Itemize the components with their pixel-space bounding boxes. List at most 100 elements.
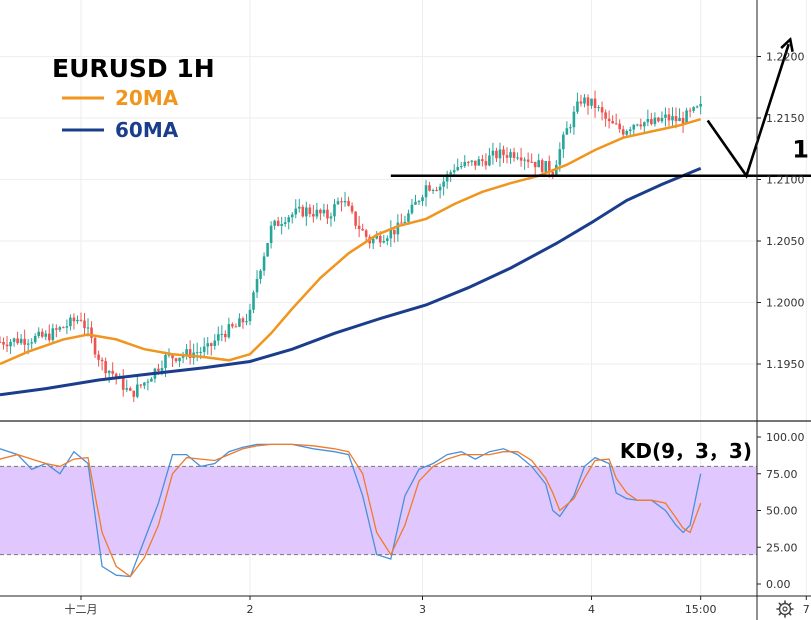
candle-body <box>93 337 97 355</box>
candle-body <box>565 128 569 135</box>
candle-body <box>643 122 646 127</box>
candle-body <box>65 326 69 328</box>
candle-body <box>23 338 26 345</box>
candle-body <box>79 319 83 321</box>
candle-body <box>157 368 160 371</box>
candle-body <box>562 134 565 150</box>
candle-body <box>326 209 329 219</box>
candle-body <box>688 110 692 112</box>
candle-body <box>97 354 100 360</box>
candle-body <box>125 388 129 390</box>
candle-body <box>512 152 516 158</box>
candle-body <box>386 238 389 241</box>
candle-body <box>646 119 650 123</box>
candle-body <box>343 200 347 203</box>
time-axis[interactable]: 十二月 2 3 4 15:00 7 <box>64 596 810 616</box>
candle-body <box>551 171 555 175</box>
candle-body <box>354 211 357 226</box>
candle-body <box>424 185 428 198</box>
time-tick-label: 7 <box>803 603 810 616</box>
candle-body <box>44 333 48 337</box>
candle-body <box>618 123 621 130</box>
candle-body <box>33 335 37 343</box>
candle-body <box>438 186 442 191</box>
candle-body <box>382 240 386 243</box>
ma20-line <box>0 118 702 366</box>
candle-body <box>72 317 76 322</box>
candle-body <box>12 338 16 342</box>
candle-body <box>178 357 181 362</box>
candle-body <box>252 292 255 310</box>
candle-body <box>347 200 350 206</box>
candle-body <box>262 256 266 271</box>
candle-body <box>586 97 590 106</box>
candle-body <box>452 170 456 173</box>
candle-body <box>667 114 671 121</box>
candle-body <box>266 243 269 257</box>
candle-body <box>150 378 153 382</box>
candle-body <box>111 370 114 374</box>
candle-body <box>583 97 586 104</box>
candle-body <box>417 201 421 203</box>
candle-body <box>604 112 607 119</box>
candle-body <box>495 150 498 159</box>
candle-body <box>607 118 611 122</box>
candle-body <box>674 116 678 122</box>
candle-body <box>238 318 241 327</box>
candle-body <box>37 331 41 336</box>
candle-body <box>685 110 688 124</box>
candle-body <box>69 317 72 327</box>
candle-body <box>305 207 308 217</box>
price-tick-label: 1.2050 <box>766 235 805 248</box>
candle-body <box>572 111 576 128</box>
candle-body <box>410 204 414 214</box>
candle-body <box>628 129 632 132</box>
candle-body <box>378 235 382 243</box>
candle-body <box>174 358 178 362</box>
candle-body <box>322 209 326 214</box>
candle-body <box>442 181 445 187</box>
candle-body <box>502 149 505 156</box>
candle-body <box>241 318 245 323</box>
candle-body <box>202 346 206 352</box>
candle-body <box>114 373 118 377</box>
time-tick-label: 3 <box>419 603 426 616</box>
candle-body <box>459 166 463 168</box>
candle-body <box>389 229 393 239</box>
candle-body <box>340 201 343 203</box>
candle-body <box>301 206 305 217</box>
kd-band <box>0 466 757 555</box>
candle-body <box>505 155 509 158</box>
kd-tick-label: 75.00 <box>766 468 798 481</box>
candle-body <box>396 222 400 235</box>
price-tick-label: 1.2150 <box>766 112 805 125</box>
candle-body <box>160 367 164 371</box>
candle-body <box>600 107 604 113</box>
price-axis[interactable]: 1.2200 1.2150 1.2100 1.2050 1.2000 1.1950 <box>757 51 805 372</box>
candle-body <box>47 333 51 341</box>
kd-d-line <box>0 443 702 578</box>
candle-body <box>143 382 146 386</box>
candle-body <box>435 190 438 192</box>
candle-body <box>171 354 174 359</box>
candle-body <box>695 106 699 108</box>
candle-body <box>671 116 674 121</box>
candle-body <box>650 119 653 125</box>
candle-body <box>357 225 361 230</box>
candle-body <box>51 328 55 341</box>
support-level-label: 1.21 <box>792 135 811 163</box>
gear-icon[interactable] <box>776 600 794 618</box>
candle-body <box>333 204 336 217</box>
legend-label-20ma: 20MA <box>115 86 179 110</box>
price-tick-label: 1.2100 <box>766 174 805 187</box>
candle-body <box>234 326 238 328</box>
candle-body <box>146 381 150 383</box>
kd-tick-label: 50.00 <box>766 505 798 518</box>
kd-axis[interactable]: 100.00 75.00 50.00 25.00 0.00 <box>757 431 805 591</box>
candle-body <box>104 361 107 374</box>
candle-body <box>593 98 597 108</box>
candle-body <box>474 160 477 166</box>
candle-body <box>128 388 132 391</box>
candle-body <box>547 161 551 172</box>
